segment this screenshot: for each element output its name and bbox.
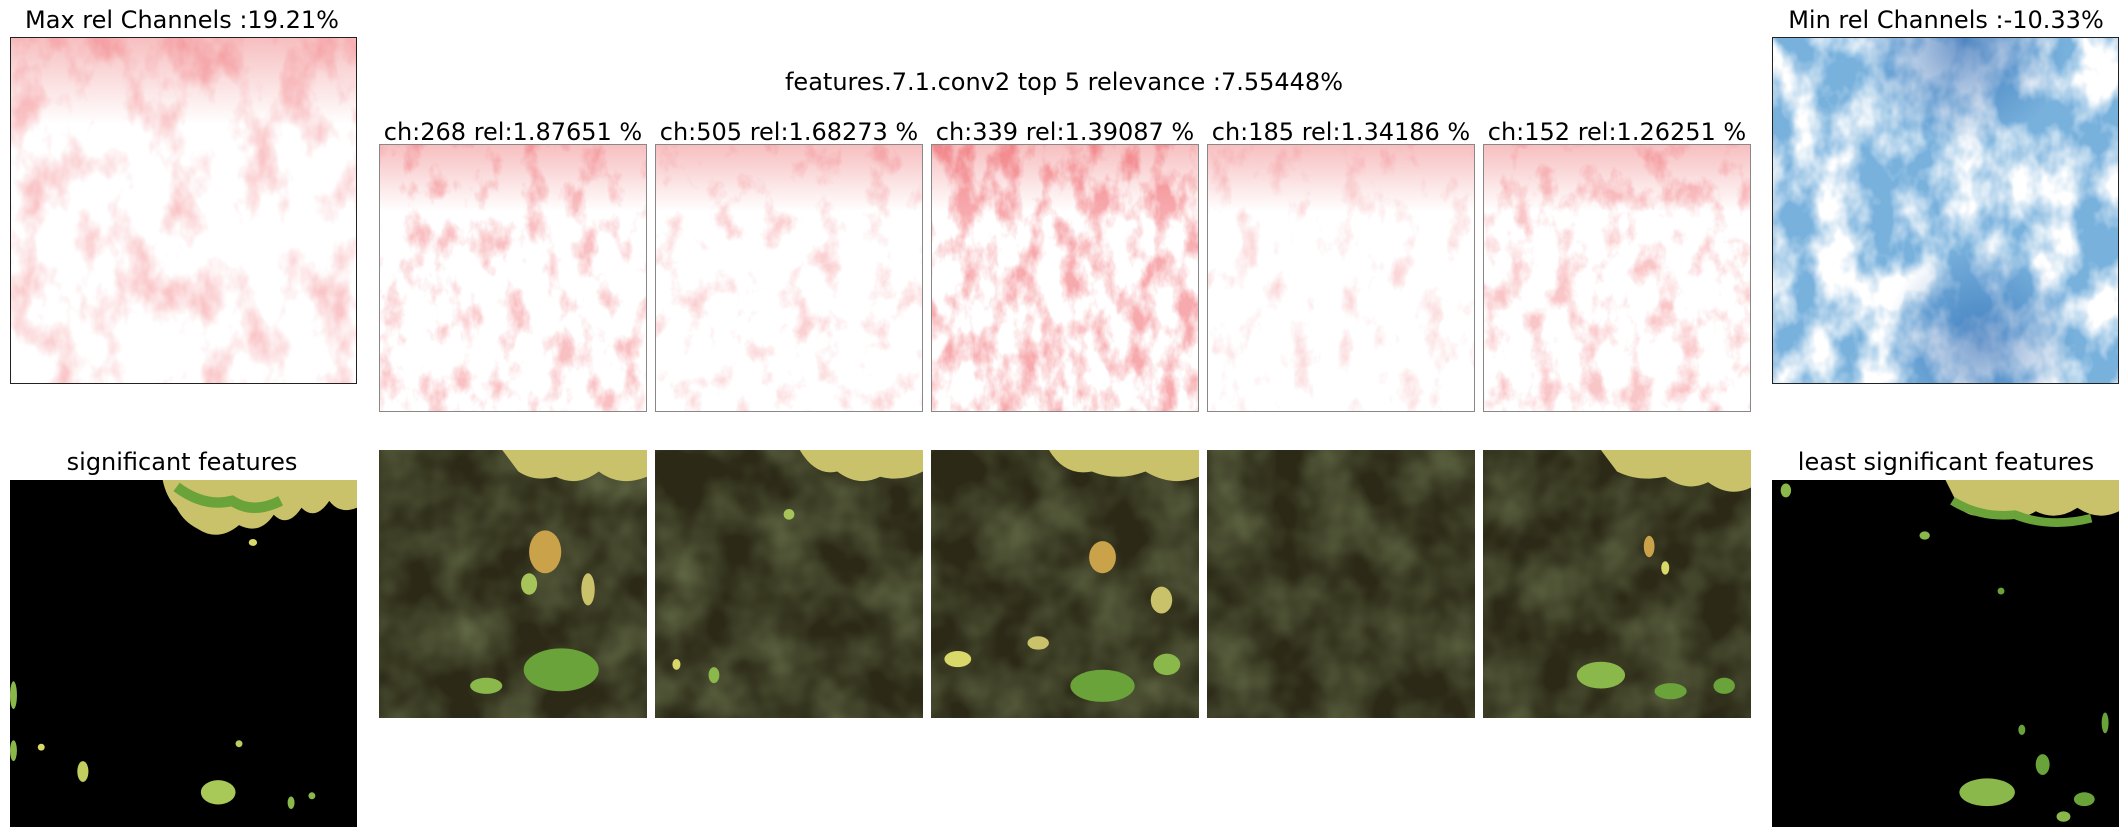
channel-overlay-3 [931,450,1199,718]
channel-title-5: ch:152 rel:1.26251 % [1487,118,1747,146]
channel-overlay-4 [1207,450,1475,718]
max-rel-title: Max rel Channels :19.21% [25,6,339,34]
channel-title-2: ch:505 rel:1.68273 % [659,118,919,146]
channel-overlay-1 [379,450,647,718]
figure-suptitle: features.7.1.conv2 top 5 relevance :7.55… [784,68,1343,96]
channel-heatmap-4 [1207,144,1475,412]
max-rel-heatmap [10,37,357,384]
channel-heatmap-3 [931,144,1199,412]
channel-overlay-5 [1483,450,1751,718]
channel-heatmap-2 [655,144,923,412]
significant-features-mask [10,480,357,827]
least-significant-features-mask [1772,480,2119,827]
least-significant-features-title: least significant features [1797,448,2095,476]
channel-title-3: ch:339 rel:1.39087 % [935,118,1195,146]
channel-title-4: ch:185 rel:1.34186 % [1211,118,1471,146]
min-rel-title: Min rel Channels :-10.33% [1788,6,2104,34]
channel-heatmap-1 [379,144,647,412]
channel-title-1: ch:268 rel:1.87651 % [383,118,643,146]
channel-heatmap-5 [1483,144,1751,412]
channel-overlay-2 [655,450,923,718]
min-rel-heatmap [1772,37,2119,384]
significant-features-title: significant features [66,448,298,476]
